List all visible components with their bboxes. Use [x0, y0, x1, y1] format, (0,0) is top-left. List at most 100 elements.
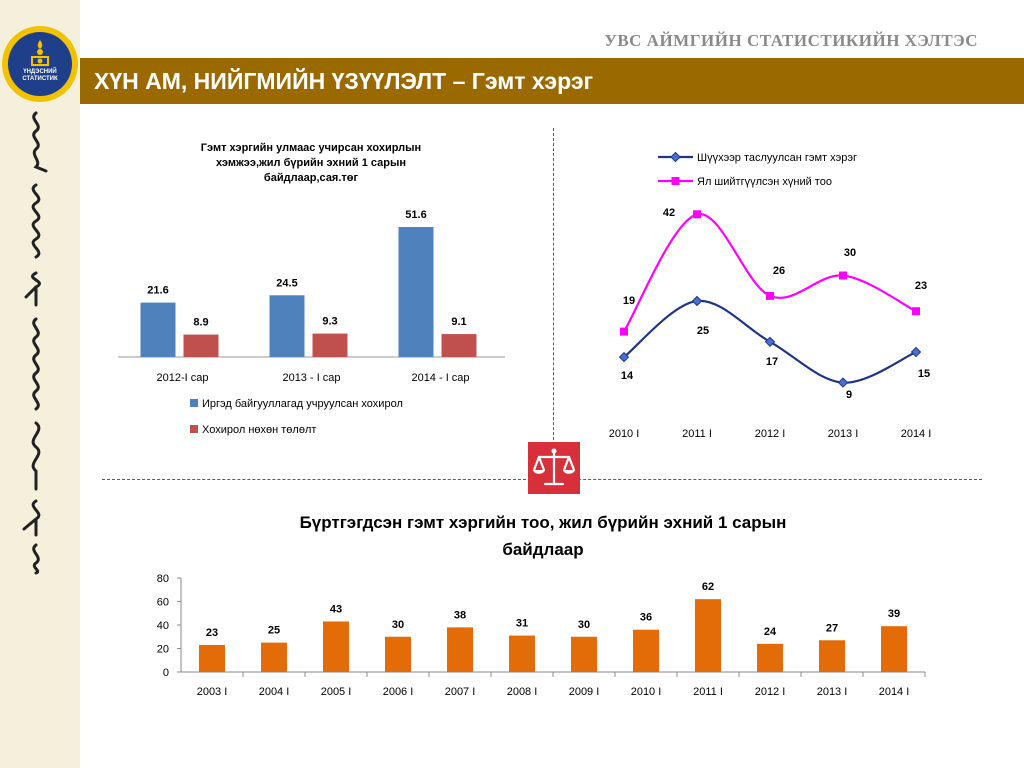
left-decorative-strip — [0, 0, 80, 768]
chart3-data-label-7: 36 — [640, 612, 652, 624]
chart2-legend-label-1: Ял шийтгүүлсэн хүний тоо — [697, 176, 832, 188]
chart2-point-s1-4 — [912, 307, 920, 316]
chart2-data-label-s1-4: 23 — [915, 280, 927, 292]
chart2-data-label-s0-0: 14 — [621, 370, 634, 382]
chart2-legend-marker-1 — [671, 177, 680, 185]
chart3-data-label-9: 24 — [764, 626, 777, 638]
chart3-category-label-7: 2010 I — [631, 686, 662, 698]
damage-bar-chart: Гэмт хэргийн улмаас учирсан хохирлын хэм… — [118, 142, 505, 436]
chart3-y-tick-label-4: 80 — [157, 573, 169, 585]
chart1-category-label-2: 2014 - I сар — [411, 372, 469, 384]
chart3-data-label-10: 27 — [826, 622, 838, 634]
chart3-category-label-6: 2009 I — [569, 686, 600, 698]
chart3-data-label-0: 23 — [206, 627, 218, 639]
chart3-data-label-1: 25 — [268, 625, 280, 637]
chart2-point-s0-3 — [837, 377, 849, 388]
chart3-category-label-10: 2013 I — [817, 686, 848, 698]
chart2-data-label-s0-2: 17 — [766, 356, 778, 368]
chart3-category-label-4: 2007 I — [445, 686, 476, 698]
chart1-title-line-3: байдлаар,сая.төг — [264, 172, 359, 184]
chart2-data-label-s1-2: 26 — [773, 265, 785, 277]
scales-of-justice-icon — [532, 448, 576, 486]
chart1-title-line-1: Гэмт хэргийн улмаас учирсан хохирлын — [201, 142, 421, 154]
page-title: ХҮН АМ, НИЙГМИЙН ҮЗҮҮЛЭЛТ – Гэмт хэрэг — [94, 68, 594, 94]
chart3-category-label-1: 2004 I — [259, 686, 290, 698]
logo-text-line-1: ҮНДЭСНИЙ — [23, 69, 57, 75]
chart1-legend-label-0: Иргэд байгууллагад учруулсан хохирол — [202, 398, 403, 410]
chart1-data-label-s1-0: 8.9 — [193, 317, 208, 329]
chart2-data-label-s1-3: 30 — [844, 247, 856, 259]
chart2-category-label-1: 2011 I — [682, 428, 712, 440]
chart2-category-label-0: 2010 I — [609, 428, 640, 440]
chart2-point-s0-4 — [910, 346, 922, 358]
chart3-title-line-2: байдлаар — [502, 540, 583, 559]
chart3-bar-1 — [261, 642, 287, 672]
agency-name: УВС АЙМГИЙН СТАТИСТИКИЙН ХЭЛТЭС — [604, 31, 978, 50]
chart2-data-label-s0-3: 9 — [846, 389, 852, 401]
chart3-bar-9 — [757, 643, 783, 672]
logo-text-line-2: СТАТИСТИК — [22, 76, 58, 82]
chart2-point-s1-1 — [693, 210, 701, 219]
chart3-bar-4 — [447, 627, 473, 672]
chart1-bar-s1-2 — [441, 334, 477, 357]
chart2-data-label-s1-1: 42 — [663, 207, 675, 219]
chart3-bar-10 — [819, 640, 845, 672]
chart2-point-s0-0 — [618, 351, 630, 363]
chart2-category-label-2: 2012 I — [755, 428, 786, 440]
chart2-data-label-s0-4: 15 — [918, 368, 930, 380]
chart2-series-line-1 — [623, 213, 917, 333]
chart3-data-label-6: 30 — [578, 619, 590, 631]
chart3-bar-3 — [385, 636, 411, 672]
chart3-y-tick-label-3: 60 — [157, 597, 169, 609]
chart2-point-s1-3 — [839, 271, 847, 280]
chart2-legend-label-0: Шүүхээр таслуулсан гэмт хэрэг — [697, 152, 857, 164]
chart2-data-label-s1-0: 19 — [623, 295, 635, 307]
chart3-bar-8 — [695, 599, 721, 672]
chart1-data-label-s0-2: 51.6 — [405, 209, 426, 221]
chart1-bar-s0-0 — [140, 302, 176, 357]
chart1-bar-s1-1 — [312, 333, 348, 357]
mongolian-script-decoration — [22, 111, 48, 575]
court-line-chart: Шүүхээр таслуулсан гэмт хэрэг Ял шийтгүүл… — [609, 151, 932, 440]
chart1-data-label-s1-2: 9.1 — [451, 316, 466, 328]
chart3-data-label-4: 38 — [454, 609, 466, 621]
chart3-bar-5 — [509, 635, 535, 672]
logo-text: ҮНДЭСНИЙ СТАТИСТИК — [8, 69, 72, 83]
chart1-legend-label-1: Хохирол нөхөн төлөлт — [202, 424, 316, 436]
chart1-title: Гэмт хэргийн улмаас учирсан хохирлын хэм… — [201, 142, 421, 184]
chart1-data-label-s0-1: 24.5 — [276, 277, 297, 289]
chart3-bar-2 — [323, 621, 349, 672]
chart3-category-label-9: 2012 I — [755, 686, 786, 698]
chart3-data-label-5: 31 — [516, 618, 528, 630]
chart2-point-s0-2 — [764, 336, 776, 348]
chart3-bar-6 — [571, 636, 597, 672]
chart1-bar-s0-1 — [269, 295, 305, 357]
chart3-y-tick-label-0: 0 — [163, 667, 169, 679]
chart3-data-label-11: 39 — [888, 608, 900, 620]
statistics-logo: ҮНДЭСНИЙ СТАТИСТИК — [2, 26, 78, 102]
chart1-title-line-2: хэмжээ,жил бүрийн эхний 1 сарын — [216, 157, 406, 169]
chart3-bar-7 — [633, 629, 659, 672]
chart2-point-s1-0 — [620, 327, 628, 336]
chart1-category-label-1: 2013 - I сар — [282, 372, 340, 384]
chart1-bar-s1-0 — [183, 334, 219, 357]
chart1-legend-swatch-1 — [190, 425, 198, 433]
chart3-y-tick-label-2: 40 — [157, 620, 169, 632]
title-bar: ХҮН АМ, НИЙГМИЙН ҮЗҮҮЛЭЛТ – Гэмт хэрэг — [80, 58, 1024, 104]
chart2-point-s1-2 — [766, 291, 774, 300]
chart2-point-s0-1 — [691, 295, 703, 307]
chart3-category-label-2: 2005 I — [321, 686, 352, 698]
chart3-data-label-8: 62 — [702, 581, 714, 593]
vertical-divider — [553, 128, 554, 480]
chart3-category-label-0: 2003 I — [197, 686, 228, 698]
chart1-category-label-0: 2012-I сар — [157, 372, 209, 384]
chart3-category-label-5: 2008 I — [507, 686, 538, 698]
chart2-legend-marker-0 — [670, 151, 681, 163]
chart3-title-line-1: Бүртгэгдсэн гэмт хэргийн тоо, жил бүрийн… — [300, 513, 787, 532]
chart2-category-label-4: 2014 I — [901, 428, 932, 440]
soyombo-emblem — [31, 40, 49, 66]
chart1-data-label-s0-0: 21.6 — [147, 285, 168, 297]
chart2-category-label-3: 2013 I — [828, 428, 859, 440]
logo-inner-circle: ҮНДЭСНИЙ СТАТИСТИК — [8, 32, 72, 96]
chart3-data-label-3: 30 — [392, 619, 404, 631]
